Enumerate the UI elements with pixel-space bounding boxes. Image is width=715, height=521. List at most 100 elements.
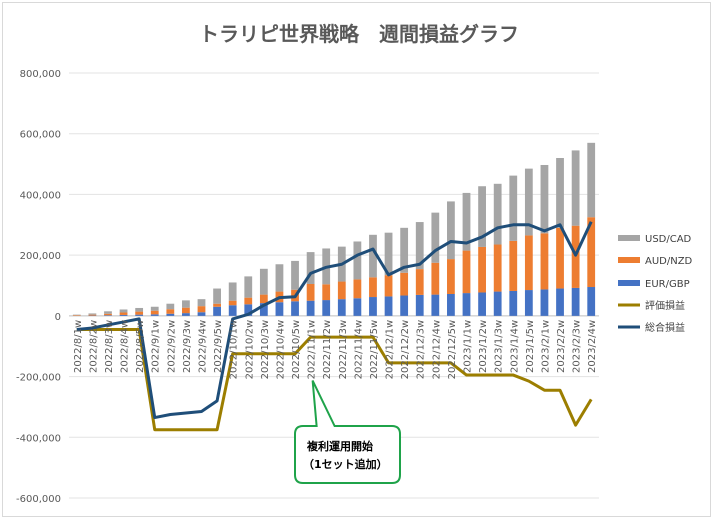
bar-eur-gbp (306, 300, 315, 316)
bar-eur-gbp (213, 306, 221, 316)
callout-line-1: 複利運用開始 (306, 439, 373, 453)
x-tick-label: 2023/1/1w (463, 320, 474, 373)
x-tick-label: 2022/9/5w (213, 320, 224, 373)
bar-usd-cad (291, 260, 299, 290)
bar-usd-cad (369, 234, 377, 278)
bar-aud-nzd (228, 300, 237, 306)
chart-title: トラリピ世界戦略 週間損益グラフ (199, 22, 519, 46)
bar-aud-nzd (135, 311, 144, 315)
bar-aud-nzd (88, 314, 97, 316)
bar-usd-cad (306, 252, 315, 284)
bar-aud-nzd (571, 225, 580, 288)
bar-usd-cad (384, 232, 393, 276)
bar-aud-nzd (150, 310, 159, 315)
bar-aud-nzd (524, 235, 533, 291)
y-tick-label: 800,000 (20, 69, 61, 80)
x-tick-label: 2022/12/1w (385, 320, 396, 379)
bar-eur-gbp (228, 305, 237, 316)
bar-usd-cad (228, 282, 237, 301)
bar-aud-nzd (431, 262, 440, 295)
bar-eur-gbp (337, 299, 346, 316)
line-total-pnl (76, 221, 593, 420)
bar-usd-cad (150, 306, 159, 311)
bar-eur-gbp (524, 290, 533, 316)
bar-usd-cad (509, 175, 518, 241)
bar-eur-gbp (400, 295, 409, 316)
bar-usd-cad (182, 300, 190, 308)
line-valuation-pnl (76, 328, 593, 432)
x-tick-label: 2022/10/2w (244, 320, 255, 379)
bar-aud-nzd (400, 272, 409, 296)
x-tick-label: 2022/12/3w (416, 320, 427, 379)
x-tick-label: 2022/8/1w (73, 320, 84, 373)
bar-eur-gbp (104, 315, 112, 316)
x-tick-label: 2022/10/1w (229, 320, 240, 379)
bar-eur-gbp (244, 304, 253, 316)
legend-swatch (618, 257, 640, 263)
bar-eur-gbp (587, 287, 596, 316)
lines-layer (76, 221, 593, 432)
x-tick-label: 2022/8/4w (120, 320, 131, 373)
bar-aud-nzd (322, 284, 331, 301)
bar-usd-cad (524, 168, 533, 236)
x-tick-label: 2022/12/4w (431, 320, 442, 379)
y-tick-label: -200,000 (16, 373, 61, 384)
bar-usd-cad (400, 227, 409, 273)
bar-aud-nzd (493, 244, 502, 292)
x-tick-label: 2023/1/3w (494, 320, 505, 373)
bar-aud-nzd (104, 313, 112, 316)
x-tick-label: 2022/11/4w (353, 320, 364, 379)
x-tick-label: 2023/2/3w (572, 320, 583, 373)
bar-aud-nzd (540, 233, 549, 290)
bar-usd-cad (447, 201, 455, 260)
bar-aud-nzd (72, 315, 81, 316)
bar-aud-nzd (119, 312, 128, 315)
bar-eur-gbp (119, 314, 128, 316)
bar-aud-nzd (244, 297, 253, 305)
callout-line-2: （1セット追加） (303, 457, 388, 471)
x-tick-label: 2022/12/2w (400, 320, 411, 379)
bar-aud-nzd (415, 269, 424, 295)
legend-label: EUR/GBP (645, 279, 690, 290)
bar-usd-cad (431, 212, 440, 263)
x-tick-label: 2022/9/4w (198, 320, 209, 373)
bar-aud-nzd (447, 259, 455, 294)
bar-aud-nzd (182, 307, 190, 314)
legend-swatch (618, 235, 640, 241)
bar-usd-cad (587, 142, 596, 218)
bars-layer (72, 142, 596, 316)
x-tick-label: 2022/9/3w (182, 320, 193, 373)
bar-eur-gbp (509, 290, 518, 316)
bar-eur-gbp (135, 314, 144, 316)
bar-aud-nzd (369, 277, 377, 298)
bar-eur-gbp (415, 294, 424, 316)
legend-swatch (618, 280, 640, 286)
bar-usd-cad (259, 268, 268, 295)
bar-eur-gbp (462, 293, 471, 316)
bar-eur-gbp (384, 296, 393, 316)
bar-eur-gbp (166, 313, 175, 316)
bar-usd-cad (540, 164, 549, 234)
bar-usd-cad (166, 303, 175, 310)
y-tick-label: 0 (55, 312, 61, 323)
bar-aud-nzd (306, 283, 315, 301)
bar-aud-nzd (556, 227, 564, 289)
x-tick-label: 2022/10/3w (260, 320, 271, 379)
bar-usd-cad (478, 186, 486, 247)
x-tick-label: 2022/11/3w (338, 320, 349, 379)
bar-aud-nzd (353, 279, 362, 299)
x-tick-label: 2022/10/4w (275, 320, 286, 379)
bar-aud-nzd (166, 309, 175, 314)
legend-label: 評価損益 (645, 299, 685, 312)
bar-usd-cad (353, 241, 362, 280)
bar-eur-gbp (431, 294, 440, 316)
bar-usd-cad (462, 192, 471, 251)
y-tick-label: 600,000 (20, 130, 61, 141)
bar-usd-cad (213, 288, 221, 304)
x-tick-label: 2023/1/4w (509, 320, 520, 373)
y-axis-ticks: 800,000 600,000 400,000 200,000 0 -200,000 -40… (16, 69, 61, 505)
bar-usd-cad (275, 264, 284, 292)
x-tick-label: 2022/11/2w (322, 320, 333, 379)
bar-usd-cad (244, 276, 253, 298)
bar-aud-nzd (337, 281, 346, 300)
